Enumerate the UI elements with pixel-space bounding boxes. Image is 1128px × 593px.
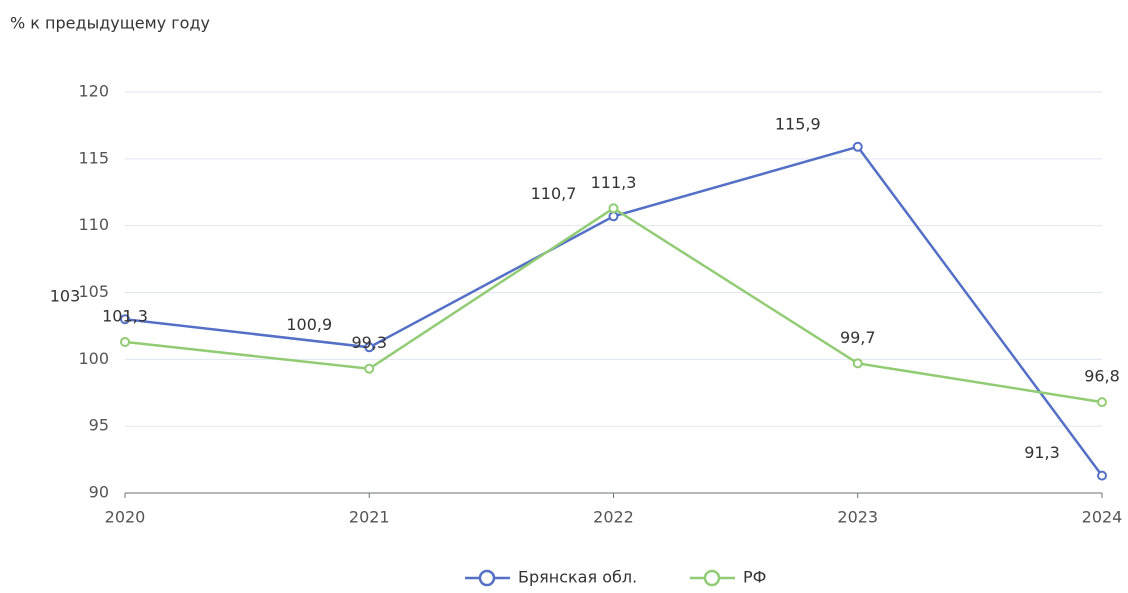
point (608, 211, 619, 222)
y-tick-label: 110 (78, 215, 109, 234)
data-label: 101,3 (102, 306, 148, 325)
data-label: 110,7 (531, 184, 577, 203)
series-line (124, 206, 1103, 404)
legend-marker (703, 569, 721, 587)
x-tick-label: 2023 (837, 508, 878, 527)
y-tick-label: 115 (78, 148, 109, 167)
data-label: 96,8 (1084, 367, 1120, 386)
x-tick-label: 2024 (1082, 508, 1123, 527)
point (852, 141, 863, 152)
legend-label: РФ (743, 568, 766, 587)
point (364, 363, 375, 374)
x-tick-label: 2020 (105, 508, 146, 527)
y-tick-label: 100 (78, 349, 109, 368)
data-label: 91,3 (1024, 443, 1060, 462)
data-label: 111,3 (591, 173, 637, 192)
point (120, 336, 130, 347)
data-label: 99,3 (351, 333, 387, 352)
data-label: 103 (50, 287, 81, 306)
y-tick-label: 105 (78, 282, 109, 301)
legend-marker (478, 569, 496, 587)
data-label: 100,9 (286, 315, 332, 334)
y-tick-label: 120 (78, 82, 109, 101)
point (852, 358, 863, 369)
legend-label: Брянская обл. (518, 568, 637, 587)
y-tick-label: 90 (89, 483, 109, 502)
y-tick-label: 95 (89, 416, 109, 435)
x-tick-label: 2022 (593, 508, 634, 527)
point (608, 203, 619, 214)
point (1097, 470, 1107, 481)
y-axis-label: % к предыдущему году (10, 14, 210, 33)
point (1097, 397, 1107, 408)
x-tick-label: 2021 (349, 508, 390, 527)
point (364, 342, 375, 353)
point (120, 314, 130, 325)
data-label: 115,9 (775, 114, 821, 133)
data-label: 99,7 (840, 328, 876, 347)
